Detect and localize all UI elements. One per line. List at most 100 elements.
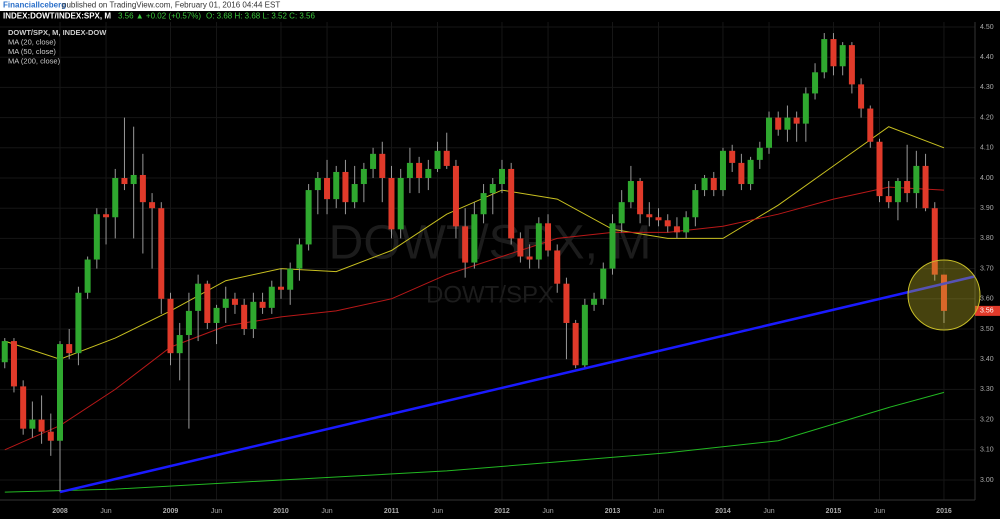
candle-body: [719, 150, 726, 191]
watermark: DOWT/SPX: [426, 281, 554, 308]
candle-body: [452, 165, 459, 227]
candle-body: [112, 178, 119, 218]
highlight-circle: [907, 259, 981, 331]
candle-body: [130, 174, 137, 185]
candle-body: [830, 39, 837, 67]
ma-line: [4, 391, 945, 493]
candle-body: [195, 283, 202, 311]
candle-body: [600, 268, 607, 299]
candle-body: [333, 171, 340, 200]
candle-body: [121, 178, 128, 185]
author[interactable]: FinancialIceberg: [3, 1, 66, 10]
candle-body: [231, 298, 238, 305]
candle-body: [314, 178, 321, 191]
candle-body: [489, 184, 496, 194]
candle-body: [618, 202, 625, 224]
candle-body: [47, 431, 54, 441]
candle-body: [812, 72, 819, 94]
y-tick-label: 3.90: [980, 205, 994, 212]
candle-body: [10, 341, 17, 387]
x-tick-label: 2013: [605, 508, 621, 515]
candle-body: [535, 223, 542, 260]
candle-body: [673, 226, 680, 233]
candle-body: [876, 141, 883, 197]
candle-body: [655, 217, 662, 221]
legend-entry: MA (200, close): [8, 56, 61, 65]
candle-body: [139, 174, 146, 203]
candle-body: [839, 45, 846, 67]
candle-body: [20, 386, 27, 429]
candle-body: [756, 147, 763, 160]
candle-body: [480, 193, 487, 215]
candle-body: [784, 117, 791, 130]
candle-body: [241, 304, 248, 329]
x-tick-label: Jun: [211, 508, 222, 515]
candle-body: [664, 220, 671, 227]
candle-body: [554, 250, 561, 284]
y-tick-label: 4.10: [980, 145, 994, 152]
candle-body: [296, 244, 303, 269]
candle-body: [729, 150, 736, 163]
candle-body: [397, 178, 404, 230]
candle-body: [471, 214, 478, 263]
legend-entry: DOWT/SPX, M, INDEX-DOW: [8, 28, 107, 37]
x-tick-label: Jun: [321, 508, 332, 515]
candle-body: [940, 274, 947, 311]
x-tick-label: 2010: [273, 508, 289, 515]
candle-body: [443, 150, 450, 166]
x-tick-label: Jun: [653, 508, 664, 515]
candle-body: [591, 298, 598, 305]
candle-body: [324, 178, 331, 200]
candle-body: [627, 181, 634, 203]
candle-body: [710, 178, 717, 191]
candle-body: [646, 214, 653, 218]
publish-bar: [0, 0, 1000, 11]
candle-body: [305, 190, 312, 245]
x-tick-label: 2008: [52, 508, 68, 515]
candle-body: [747, 159, 754, 185]
candle-body: [738, 162, 745, 185]
x-tick-label: 2014: [715, 508, 731, 515]
candle-body: [29, 419, 36, 429]
candle-body: [517, 238, 524, 257]
x-tick-label: 2016: [936, 508, 952, 515]
candle-body: [342, 171, 349, 203]
x-tick-label: Jun: [432, 508, 443, 515]
y-tick-label: 3.70: [980, 265, 994, 272]
y-tick-label: 3.00: [980, 477, 994, 484]
y-tick-label: 3.40: [980, 356, 994, 363]
candle-body: [250, 301, 257, 329]
ohlc: O: 3.68 H: 3.68 L: 3.52 C: 3.56: [206, 12, 316, 21]
y-tick-label: 3.60: [980, 296, 994, 303]
candle-body: [259, 301, 266, 308]
x-tick-label: Jun: [874, 508, 885, 515]
candle-body: [766, 117, 773, 148]
candle-body: [572, 322, 579, 366]
candle-body: [287, 268, 294, 290]
candle-body: [867, 108, 874, 142]
trendline: [59, 275, 976, 494]
candle-body: [1, 341, 8, 363]
candle-body: [793, 117, 800, 124]
candle-body: [775, 117, 782, 130]
candle-body: [75, 292, 82, 354]
candle-body: [84, 259, 91, 293]
candle-body: [149, 202, 156, 209]
candle-body: [416, 162, 423, 178]
y-tick-label: 3.30: [980, 386, 994, 393]
candle-body: [858, 84, 865, 109]
candle-body: [498, 168, 505, 185]
published: published on TradingView.com, February 0…: [62, 1, 280, 10]
candle-body: [370, 153, 377, 169]
candle-body: [379, 153, 386, 178]
candle-body: [701, 178, 708, 191]
candle-body: [268, 286, 275, 308]
candle-body: [683, 217, 690, 233]
candle-body: [563, 283, 570, 323]
price-label: 3.56: [980, 308, 994, 315]
candle-body: [913, 165, 920, 194]
candle-body: [922, 165, 929, 209]
candle-body: [425, 168, 432, 178]
y-tick-label: 4.30: [980, 84, 994, 91]
